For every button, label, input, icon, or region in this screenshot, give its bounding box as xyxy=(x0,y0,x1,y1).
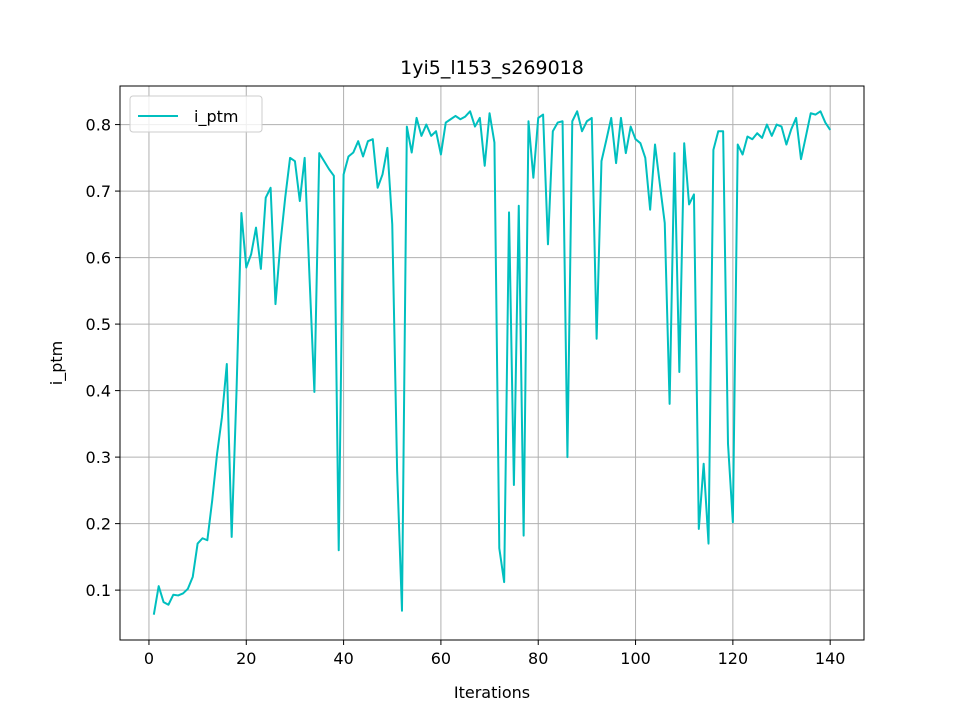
y-tick-label: 0.3 xyxy=(86,448,111,467)
data-line xyxy=(152,110,832,615)
plot-area: 0 20 40 60 80 100 120 140 0.1 0.2 0.3 0.4 0.5 0.6 0.7 0… xyxy=(86,85,865,668)
x-tick-label: 100 xyxy=(620,649,651,668)
x-tick-label: 0 xyxy=(144,649,154,668)
legend-label: i_ptm xyxy=(194,107,238,127)
y-tick-label: 0.4 xyxy=(86,382,111,401)
x-tick-label: 40 xyxy=(333,649,353,668)
x-tick-label: 60 xyxy=(431,649,451,668)
x-axis-label: Iterations xyxy=(454,683,530,702)
y-axis-label: i_ptm xyxy=(47,341,67,385)
y-tick-label: 0.2 xyxy=(86,515,111,534)
x-tick-label: 80 xyxy=(528,649,548,668)
x-tick-label: 140 xyxy=(815,649,846,668)
y-tick-label: 0.1 xyxy=(86,581,111,600)
y-tick-label: 0.7 xyxy=(86,182,111,201)
y-tick-label: 0.8 xyxy=(86,116,111,135)
chart-title: 1yi5_l153_s269018 xyxy=(400,57,584,79)
legend-box xyxy=(129,95,263,133)
legend: i_ptm xyxy=(129,95,263,133)
axes-frame xyxy=(119,85,865,641)
x-tick-label: 120 xyxy=(718,649,749,668)
x-tick-label: 20 xyxy=(236,649,256,668)
y-tick-label: 0.5 xyxy=(86,315,111,334)
y-tick-label: 0.6 xyxy=(86,249,111,268)
